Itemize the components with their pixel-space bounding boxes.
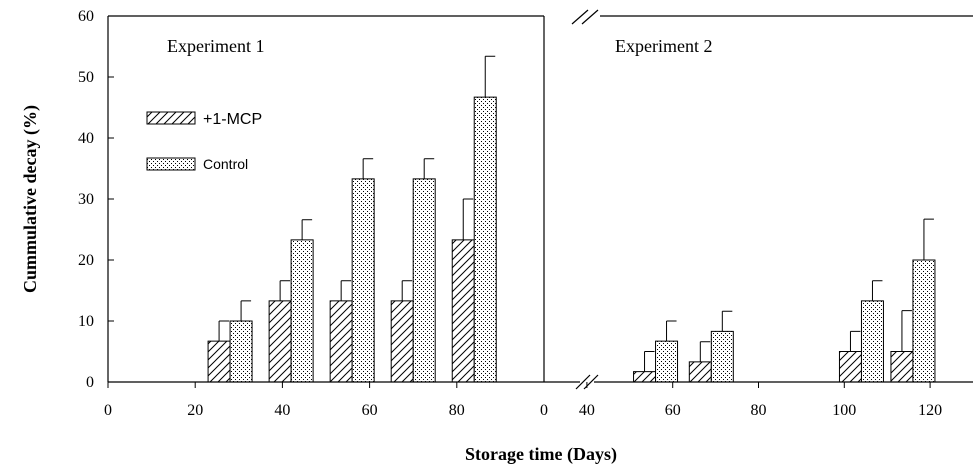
bar-mcp-p1-g4 [390,300,414,383]
x-tick-label-p1-20: 20 [187,402,203,419]
bar-control-p1-g2 [290,239,314,383]
y-tick-label-10: 10 [78,313,94,330]
axis-break-bottom-1 [575,374,591,390]
x-tick-label-p1-80: 80 [449,402,465,419]
x-tick-label-p2-0: 0 [540,402,548,419]
bar-mcp-p2-g1 [633,371,657,383]
bar-control-p1-g1 [229,320,253,383]
y-axis-label: Cummulative decay (%) [20,105,41,293]
bar-mcp-p1-g5 [451,239,475,383]
bar-mcp-p2-g2 [688,361,712,383]
x-tick-label-p2-100: 100 [832,402,856,419]
y-tick-label-50: 50 [78,69,94,86]
bar-mcp-p1-g2 [268,300,292,383]
y-tick-label-40: 40 [78,130,94,147]
axis-break-top-1 [571,9,589,25]
bar-mcp-p2-g3 [838,351,862,383]
bar-mcp-p2-g4 [890,351,914,383]
y-tick-label-0: 0 [86,374,94,391]
bar-control-p2-g1 [655,340,679,383]
x-tick-label-p1-0: 0 [104,402,112,419]
y-tick-label-30: 30 [78,191,94,208]
x-axis-label: Storage time (Days) [465,444,617,465]
x-tick-label-p2-80: 80 [751,402,767,419]
legend-label-control: Control [203,156,248,172]
legend-swatch-control [146,157,196,171]
bar-mcp-p1-g1 [207,340,231,383]
x-tick-label-p1-40: 40 [274,402,290,419]
x-tick-label-p1-60: 60 [362,402,378,419]
panel-title-1: Experiment 1 [167,36,264,56]
legend-label-mcp: +1-MCP [203,111,262,128]
x-tick-label-p2-40: 40 [579,402,595,419]
axis-break-bottom-2 [583,374,599,390]
bar-control-p2-g4 [912,259,936,383]
axis-break-top-2 [581,9,599,25]
bar-control-p1-g3 [351,178,375,383]
x-tick-label-p2-60: 60 [665,402,681,419]
panel-title-2: Experiment 2 [615,36,712,56]
y-tick-label-20: 20 [78,252,94,269]
bar-control-p1-g5 [473,96,497,383]
bar-control-p1-g4 [412,178,436,383]
y-tick-label-60: 60 [78,8,94,25]
bar-mcp-p1-g3 [329,300,353,383]
bar-control-p2-g2 [710,330,734,383]
x-tick-label-p2-120: 120 [918,402,942,419]
legend-swatch-mcp [146,111,196,125]
bar-control-p2-g3 [860,300,884,383]
